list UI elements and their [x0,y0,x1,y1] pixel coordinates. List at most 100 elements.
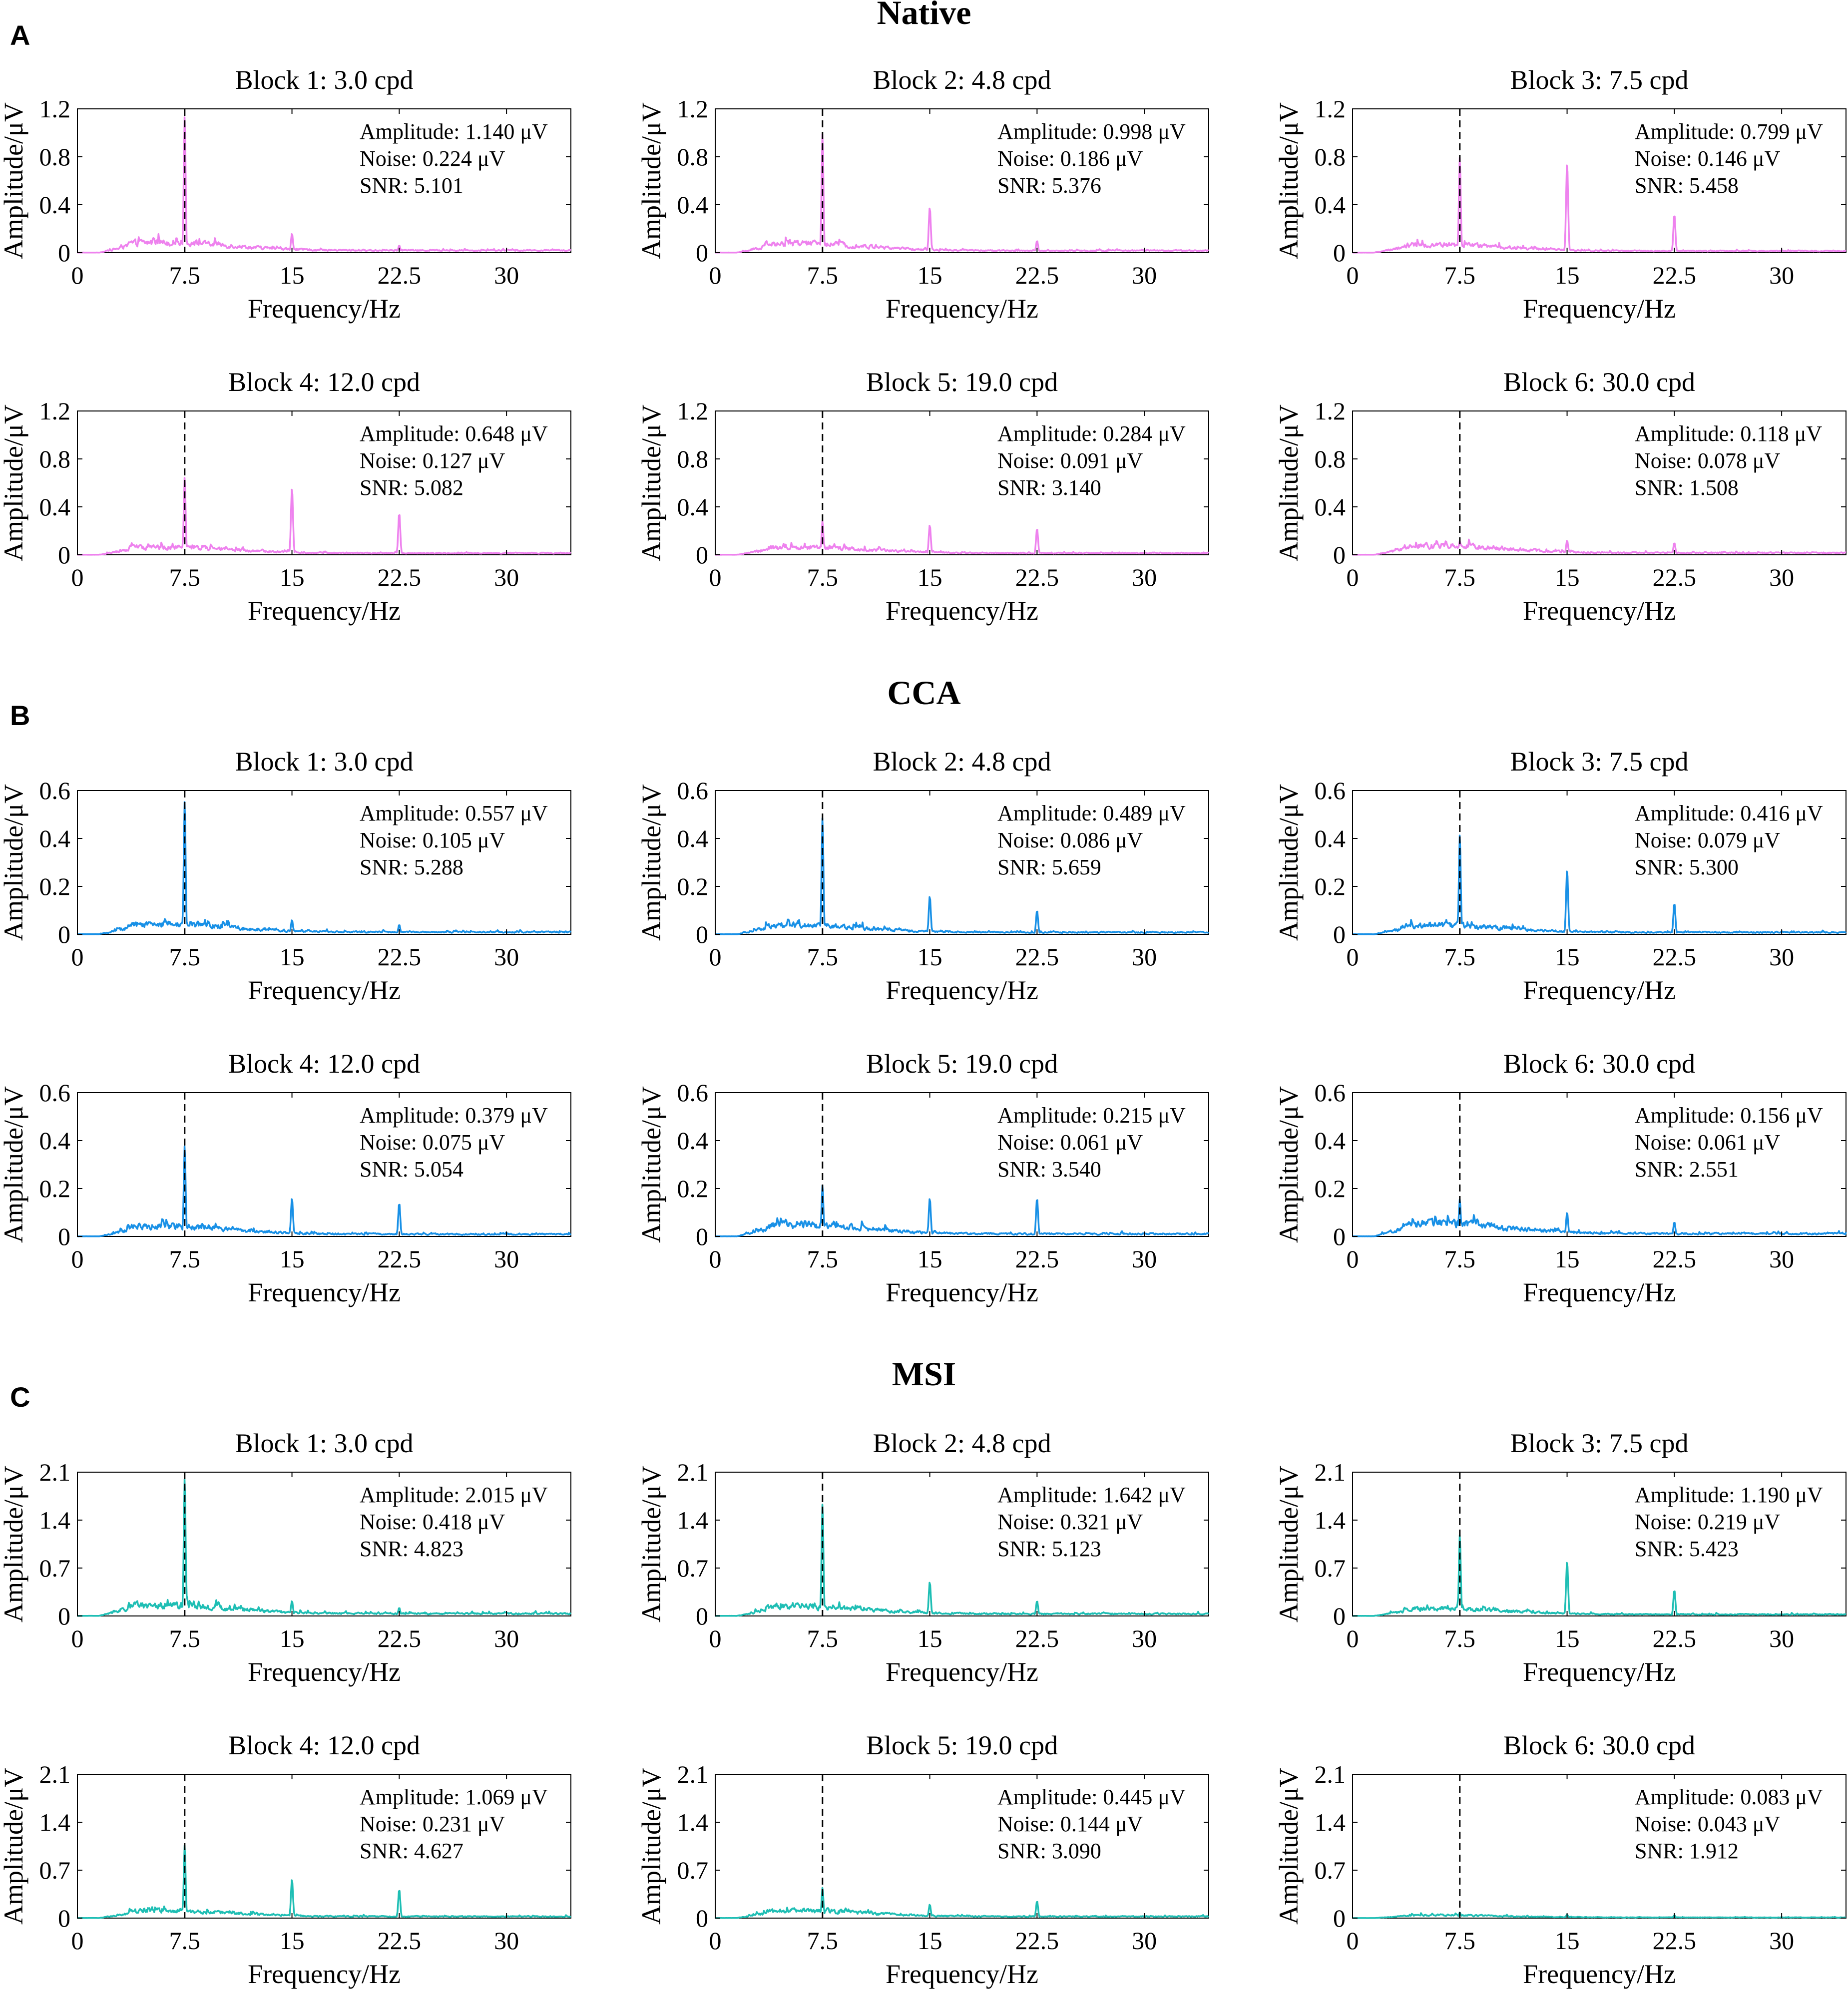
subplot-title: Block 4: 12.0 cpd [228,1730,420,1760]
spectrum-line [1352,1198,1847,1237]
y-tick-label: 0 [696,239,708,267]
axes-box [715,1092,1209,1237]
x-axis-label: Frequency/Hz [1523,1277,1676,1307]
annotation-text: Noise: 0.231 μV [360,1812,505,1836]
y-tick-label: 2.1 [39,1760,71,1788]
subplot-title: Block 3: 7.5 cpd [1510,1428,1689,1458]
annotation-text: Noise: 0.224 μV [360,146,505,171]
y-tick-label: 0.2 [1315,1175,1346,1202]
subplot: Block 6: 30.0 cpd 0 7.5 15 22.5 30 0 0.2 0.4 0.6 F… [1274,1049,1847,1307]
annotation-text: Noise: 0.075 μV [360,1130,505,1155]
annotation-text: Noise: 0.086 μV [997,828,1143,852]
annotation-text: SNR: 5.123 [997,1537,1101,1561]
annotation-text: Noise: 0.418 μV [360,1510,505,1534]
axes-box [715,410,1209,555]
annotation-text: SNR: 5.659 [997,855,1101,879]
x-tick-label: 0 [1347,943,1359,971]
y-axis-label: Amplitude/μV [636,784,666,941]
spectrum-line [715,1887,1209,1919]
annotation-text: SNR: 5.376 [997,173,1101,198]
x-axis-label: Frequency/Hz [1523,1959,1676,1989]
subplot-title: Block 2: 4.8 cpd [873,747,1051,777]
annotation-text: Amplitude: 0.648 μV [360,421,548,446]
y-tick-label: 0.6 [1315,777,1346,804]
axes-box [77,1774,571,1919]
x-tick-label: 30 [1132,943,1157,971]
section-title-cca: CCA [887,674,960,712]
y-axis-label: Amplitude/μV [0,784,28,941]
y-tick-label: 0.8 [677,143,709,171]
annotation-text: SNR: 1.508 [1635,475,1739,500]
y-tick-label: 0.8 [39,445,71,473]
y-tick-label: 0.7 [39,1856,71,1884]
annotation-text: Noise: 0.146 μV [1635,146,1780,171]
annotation-text: SNR: 5.054 [360,1157,463,1182]
x-tick-label: 30 [1132,261,1157,289]
annotation-text: Noise: 0.061 μV [1635,1130,1780,1155]
y-tick-label: 1.2 [677,397,709,425]
annotation-text: Noise: 0.144 μV [997,1812,1143,1836]
spectrum-line [715,520,1210,556]
y-axis-label: Amplitude/μV [1274,1086,1304,1243]
y-axis-label: Amplitude/μV [0,1466,28,1622]
annotation-text: Amplitude: 0.118 μV [1635,421,1822,446]
annotation-text: Noise: 0.043 μV [1635,1812,1780,1836]
y-tick-label: 0.7 [1315,1554,1346,1582]
y-tick-label: 0.7 [677,1856,709,1884]
annotation-text: SNR: 5.101 [360,173,463,198]
x-tick-label: 15 [1555,563,1580,591]
x-tick-label: 0 [1347,1245,1359,1273]
y-tick-label: 1.4 [1315,1506,1346,1534]
subplot-title: Block 1: 3.0 cpd [235,747,414,777]
x-tick-label: 0 [1347,563,1359,591]
x-axis-label: Frequency/Hz [886,975,1038,1005]
subplot: Block 1: 3.0 cpd 0 7.5 15 22.5 30 0 0.7 1.4 2.1 Fr… [0,1428,572,1687]
y-tick-label: 0.4 [1315,824,1346,852]
y-tick-label: 0.7 [39,1554,71,1582]
x-tick-label: 15 [1555,1245,1580,1273]
x-tick-label: 15 [280,1245,305,1273]
subplot: Block 5: 19.0 cpd 0 7.5 15 22.5 30 0 0.2 0.4 0.6 F… [636,1049,1209,1307]
x-tick-label: 7.5 [807,1624,839,1652]
x-axis-label: Frequency/Hz [248,1277,401,1307]
y-tick-label: 2.1 [677,1458,709,1486]
y-tick-label: 0 [696,1904,708,1932]
y-tick-label: 0.2 [677,1175,709,1202]
x-tick-label: 22.5 [1015,943,1059,971]
subplot-title: Block 2: 4.8 cpd [873,65,1051,95]
x-tick-label: 15 [1555,1927,1580,1955]
x-tick-label: 0 [71,943,84,971]
x-axis-label: Frequency/Hz [1523,294,1676,324]
x-tick-label: 30 [1769,261,1794,289]
y-tick-label: 0.4 [39,191,71,219]
x-tick-label: 15 [280,943,305,971]
x-axis-label: Frequency/Hz [886,596,1038,626]
y-tick-label: 1.4 [39,1506,71,1534]
subplot-title: Block 6: 30.0 cpd [1503,367,1695,397]
annotation-text: SNR: 1.912 [1635,1839,1739,1863]
subplot-title: Block 1: 3.0 cpd [235,65,414,95]
annotation-text: Amplitude: 0.489 μV [997,801,1186,825]
annotation-text: Noise: 0.078 μV [1635,448,1780,473]
annotation-text: Amplitude: 2.015 μV [360,1483,548,1507]
annotation-text: SNR: 5.458 [1635,173,1739,198]
x-axis-label: Frequency/Hz [248,1657,401,1687]
axes-box [1352,790,1847,935]
annotation-text: Noise: 0.105 μV [360,828,505,852]
x-tick-label: 30 [1132,1624,1157,1652]
x-tick-label: 0 [709,943,722,971]
x-tick-label: 22.5 [378,1927,422,1955]
annotation-text: Amplitude: 0.416 μV [1635,801,1823,825]
x-axis-label: Frequency/Hz [248,975,401,1005]
x-tick-label: 22.5 [378,261,422,289]
annotation-text: Amplitude: 0.445 μV [997,1785,1186,1809]
y-tick-label: 1.4 [39,1808,71,1836]
subplot: Block 1: 3.0 cpd 0 7.5 15 22.5 30 0 0.2 0.4 0.6 Fr… [0,747,572,1005]
x-tick-label: 0 [709,563,722,591]
x-tick-label: 0 [71,1624,84,1652]
y-tick-label: 0 [1333,239,1346,267]
subplot-title: Block 4: 12.0 cpd [228,1049,420,1079]
x-tick-label: 15 [280,563,305,591]
subplot: Block 4: 12.0 cpd 0 7.5 15 22.5 30 0 0.2 0.4 0.6 F… [0,1049,572,1307]
x-tick-label: 15 [918,1927,942,1955]
